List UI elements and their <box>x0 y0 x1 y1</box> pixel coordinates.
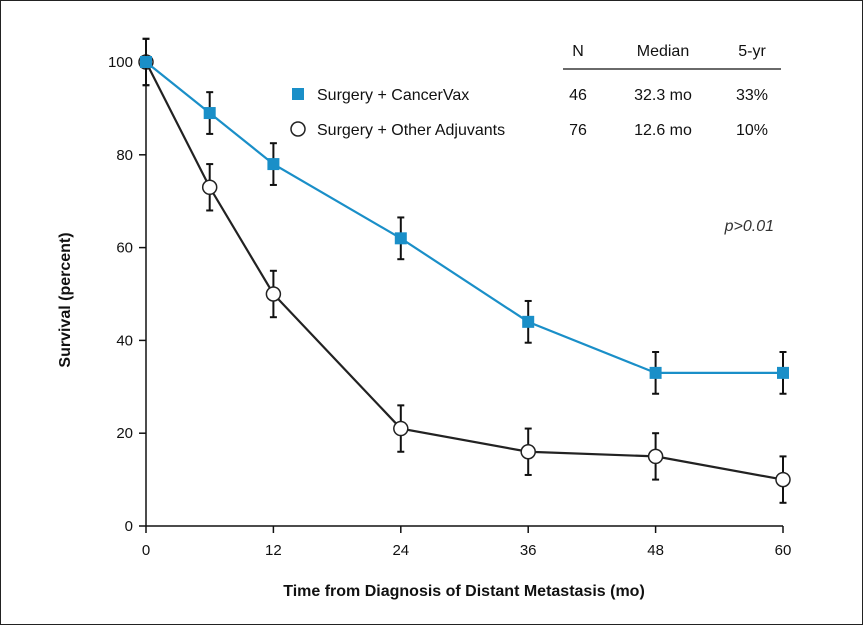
data-point-cancervax <box>649 366 662 379</box>
legend-header-n: N <box>572 43 584 60</box>
series-layer <box>138 37 791 504</box>
legend-5yr-other: 10% <box>736 122 768 139</box>
y-tick-label: 40 <box>116 332 133 349</box>
y-tick-label: 0 <box>125 518 133 535</box>
x-tick-label: 36 <box>520 542 537 559</box>
data-point-other-adjuvants <box>393 420 409 437</box>
legend-label-other: Surgery + Other Adjuvants <box>317 122 505 139</box>
data-point-cancervax <box>777 366 789 379</box>
data-point-other-adjuvants <box>201 179 218 196</box>
y-axis-ticks: 0 20 40 60 80 100 <box>108 54 146 535</box>
legend-n-other: 76 <box>569 122 587 139</box>
series-line-cancervax <box>145 61 783 374</box>
legend-marker-other <box>290 121 306 137</box>
legend-header-5yr: 5-yr <box>738 43 766 60</box>
y-tick-label: 100 <box>108 54 133 71</box>
y-tick-label: 60 <box>116 240 133 257</box>
series-cancervax <box>140 37 789 395</box>
x-axis-title: Time from Diagnosis of Distant Metastasi… <box>283 583 645 600</box>
x-tick-label: 60 <box>775 542 792 559</box>
legend-n-cancervax: 46 <box>569 87 587 104</box>
p-value-annotation: p>0.01 <box>724 218 774 235</box>
data-point-cancervax <box>203 107 216 120</box>
x-axis-ticks: 0 12 24 36 48 60 <box>142 526 792 559</box>
legend-marker-cancervax <box>292 88 304 100</box>
y-tick-label: 80 <box>116 147 133 164</box>
data-point-other-adjuvants <box>520 444 536 460</box>
legend-median-cancervax: 32.3 mo <box>634 87 692 104</box>
legend-5yr-cancervax: 33% <box>736 87 768 104</box>
x-tick-label: 0 <box>142 542 150 559</box>
legend: N Median 5-yr Surgery + CancerVax 46 32.… <box>290 43 781 139</box>
legend-median-other: 12.6 mo <box>634 122 692 139</box>
data-point-other-adjuvants <box>775 471 791 488</box>
data-point-cancervax <box>267 158 280 171</box>
data-point-cancervax <box>140 56 152 68</box>
x-tick-label: 48 <box>647 542 664 559</box>
legend-header-median: Median <box>637 43 689 60</box>
data-point-cancervax <box>522 315 535 328</box>
legend-label-cancervax: Surgery + CancerVax <box>317 87 469 104</box>
y-tick-label: 20 <box>116 425 133 442</box>
data-point-cancervax <box>394 232 407 245</box>
data-point-other-adjuvants <box>265 286 282 302</box>
y-axis-title: Survival (percent) <box>57 232 74 367</box>
x-tick-label: 12 <box>265 542 282 559</box>
series-other-adjuvants <box>138 37 791 504</box>
x-tick-label: 24 <box>392 542 409 559</box>
data-point-other-adjuvants <box>647 448 664 465</box>
